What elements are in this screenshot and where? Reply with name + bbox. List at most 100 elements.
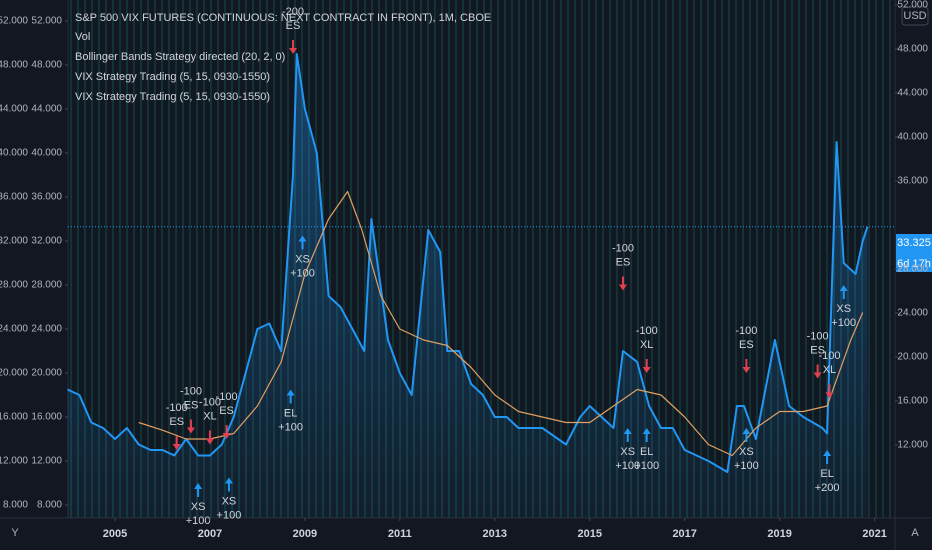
y-tick-label: 8.000	[37, 500, 62, 511]
x-tick-label: 2011	[388, 528, 412, 540]
y2-tick-label: 52.000	[897, 0, 928, 11]
signal-label: ES	[169, 416, 184, 428]
y-tick-label: 36.000	[31, 192, 62, 203]
y-tick-label: 16.000	[31, 412, 62, 423]
currency-box[interactable]	[901, 6, 929, 26]
signal-arrow	[186, 419, 195, 434]
signal-label: ES	[219, 405, 234, 417]
y2-tick-label: 12.000	[897, 440, 928, 451]
signal-arrow	[618, 276, 627, 291]
signal-arrow	[823, 450, 832, 465]
y-tick-label: 48.000	[0, 60, 28, 71]
y-tick-label: 12.000	[0, 456, 28, 467]
signal-arrow	[642, 428, 651, 443]
series-line	[67, 53, 869, 473]
signal-label: EL	[284, 407, 297, 419]
signal-label: +100	[734, 460, 759, 472]
signal-label: -100	[166, 402, 188, 414]
y-tick-label: 20.000	[31, 368, 62, 379]
signal-label: -100	[199, 396, 221, 408]
signal-label: -100	[818, 350, 840, 362]
y-tick-label: 48.000	[31, 60, 62, 71]
signal-label: XL	[640, 339, 653, 351]
signal-label: EL	[820, 468, 833, 480]
y2-tick-label: 24.000	[897, 308, 928, 319]
signal-label: XS	[222, 495, 237, 507]
signal-label: ES	[739, 339, 754, 351]
x-tick-label: 2019	[767, 528, 791, 540]
signal-arrow	[642, 359, 651, 374]
signal-label: +100	[615, 460, 640, 472]
y-tick-label: 40.000	[31, 148, 62, 159]
signal-label: XL	[203, 410, 216, 422]
signal-label: EL	[640, 446, 653, 458]
signal-label: ES	[184, 399, 199, 411]
y-tick-label: 44.000	[31, 104, 62, 115]
signal-label: XS	[295, 253, 310, 265]
countdown: 6d 17h	[897, 258, 931, 270]
signal-arrow	[205, 430, 214, 445]
x-tick-label: 2021	[862, 528, 886, 540]
signal-label: XS	[739, 446, 754, 458]
signal-arrow	[286, 389, 295, 404]
area	[67, 54, 868, 518]
signal-label: ES	[810, 344, 825, 356]
signal-arrow	[742, 359, 751, 374]
series-line	[138, 190, 864, 457]
y-tick-label: 24.000	[31, 324, 62, 335]
x-tick-label: 2017	[672, 528, 696, 540]
signal-label: -100	[180, 385, 202, 397]
y-tick-label: 24.000	[0, 324, 28, 335]
signal-arrow	[298, 235, 307, 250]
y-tick-label: 36.000	[0, 192, 28, 203]
y-tick-label: 52.000	[0, 16, 28, 27]
signal-label: +100	[186, 515, 211, 527]
y2-tick-label: 48.000	[897, 44, 928, 55]
legend-line: Vol	[75, 31, 90, 43]
right-axis-panel	[895, 0, 932, 550]
x-tick-label: 2005	[103, 528, 127, 540]
signal-label: -100	[612, 242, 634, 254]
signal-label: XS	[620, 446, 635, 458]
signal-label: -100	[216, 391, 238, 403]
signal-arrow	[224, 477, 233, 492]
signal-label: XL	[823, 364, 836, 376]
signal-label: -100	[735, 325, 757, 337]
signal-label: +100	[831, 317, 856, 329]
signal-arrow	[172, 436, 181, 451]
legend-line: VIX Strategy Trading (5, 15, 0930-1550)	[75, 71, 270, 83]
signal-label: ES	[616, 256, 631, 268]
y-tick-label: 28.000	[31, 280, 62, 291]
y2-tick-label: 16.000	[897, 396, 928, 407]
x-tick-label: 2015	[577, 528, 601, 540]
signal-arrow	[222, 425, 231, 440]
y2-tick-label: 44.000	[897, 88, 928, 99]
signal-arrow	[742, 428, 751, 443]
x-tick-label: 2007	[198, 528, 222, 540]
signal-label: +100	[634, 460, 659, 472]
legend-line: VIX Strategy Trading (5, 15, 0930-1550)	[75, 91, 270, 103]
y-tick-label: 12.000	[31, 456, 62, 467]
signal-label: +200	[815, 482, 840, 494]
legend-line: Bollinger Bands Strategy directed (20, 2…	[75, 51, 285, 63]
y2-tick-label: 28.000	[897, 264, 928, 275]
signal-arrow	[839, 285, 848, 300]
signal-label: XS	[836, 303, 851, 315]
signal-arrow	[813, 364, 822, 379]
signal-label: -100	[807, 330, 829, 342]
last-price-badge	[896, 234, 932, 272]
signal-label: ES	[286, 20, 301, 32]
y2-tick-label: 36.000	[897, 176, 928, 187]
signal-arrow	[825, 384, 834, 399]
bottom-axis-panel	[0, 518, 932, 550]
left-axis-panel	[0, 0, 68, 518]
y2-tick-label: 20.000	[897, 352, 928, 363]
signal-arrow	[289, 40, 298, 55]
y-tick-label: 44.000	[0, 104, 28, 115]
last-price: 33.325	[897, 237, 931, 249]
y-tick-label: 28.000	[0, 280, 28, 291]
currency[interactable]: USD	[903, 10, 926, 22]
corner-button[interactable]: A	[911, 527, 919, 539]
chart-title: S&P 500 VIX FUTURES (CONTINUOUS: NEXT CO…	[75, 12, 491, 24]
corner-button[interactable]: Y	[11, 527, 19, 539]
